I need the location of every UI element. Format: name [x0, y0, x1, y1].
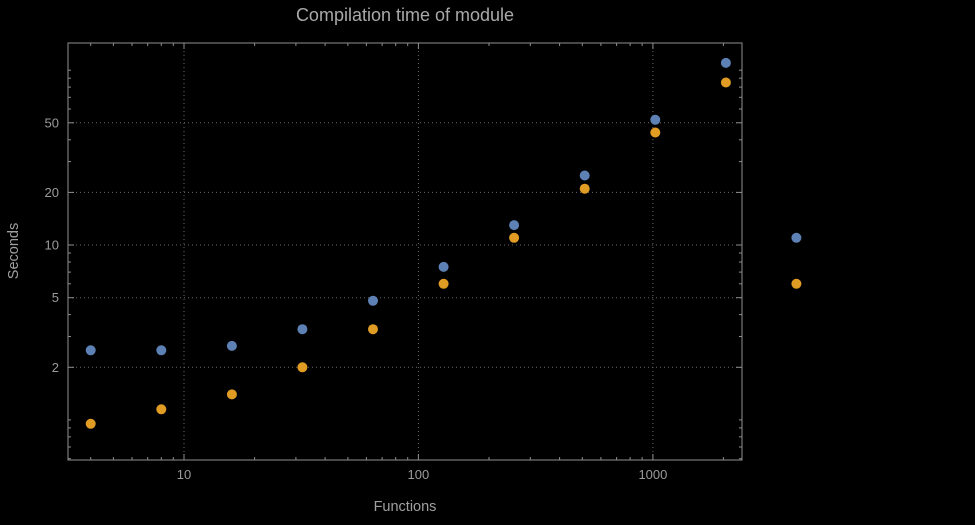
- data-point-orange: [85, 418, 96, 429]
- y-tick-label: 20: [45, 185, 59, 200]
- data-point-orange: [509, 232, 520, 243]
- x-tick-label: 100: [408, 467, 430, 482]
- data-point-blue: [579, 170, 590, 181]
- data-point-orange: [156, 404, 167, 415]
- x-axis-label: Functions: [373, 499, 437, 515]
- x-tick-label: 10: [177, 467, 191, 482]
- data-point-blue: [720, 57, 731, 68]
- data-point-orange: [368, 324, 378, 335]
- data-point-blue: [509, 220, 520, 231]
- data-point-blue: [368, 295, 378, 306]
- chart-title: Compilation time of module: [295, 5, 515, 25]
- data-point-orange: [579, 183, 590, 194]
- plot-frame: [67, 42, 743, 461]
- x-tick-label: 1000: [638, 467, 667, 482]
- data-point-orange: [297, 362, 308, 373]
- y-tick-label: 2: [52, 360, 59, 375]
- data-point-blue: [226, 340, 237, 351]
- data-point-orange: [650, 127, 661, 138]
- data-point-blue: [650, 114, 661, 125]
- data-point-blue: [156, 345, 167, 356]
- y-tick-label: 5: [52, 290, 59, 305]
- data-point-orange: [438, 278, 449, 289]
- data-point-blue: [297, 324, 308, 335]
- y-tick-label: 50: [45, 115, 59, 130]
- data-point-orange: [791, 278, 802, 289]
- data-point-orange: [720, 77, 731, 88]
- data-point-orange: [226, 389, 237, 400]
- data-point-blue: [438, 261, 449, 272]
- data-point-blue: [791, 232, 802, 243]
- y-tick-label: 10: [45, 238, 59, 253]
- data-point-blue: [85, 345, 96, 356]
